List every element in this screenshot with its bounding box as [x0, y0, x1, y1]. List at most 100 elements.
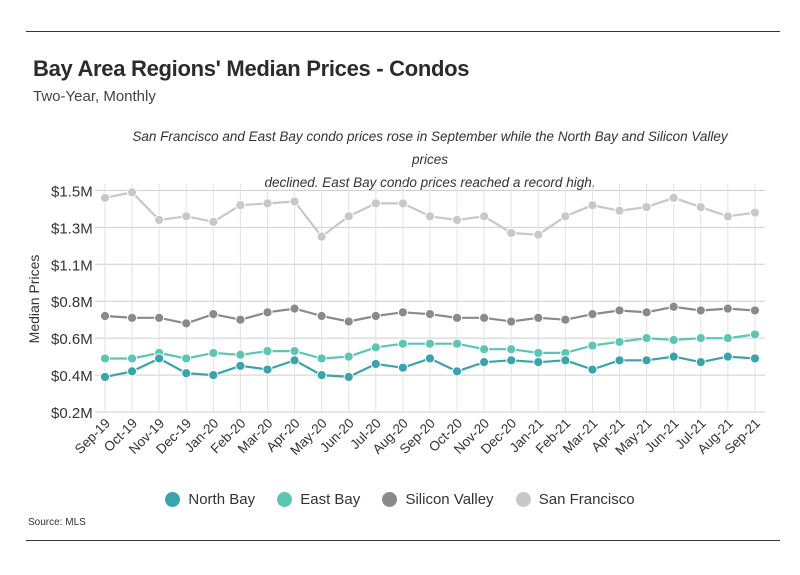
annotation-line: San Francisco and East Bay condo prices …	[132, 129, 728, 167]
data-point-north-bay	[154, 353, 165, 364]
data-point-east-bay	[668, 334, 679, 346]
data-point-east-bay	[235, 349, 246, 360]
data-point-silicon-valley	[343, 316, 354, 327]
legend-label: East Bay	[300, 491, 361, 508]
data-point-east-bay	[343, 351, 354, 362]
y-axis-label: Median Prices	[26, 255, 42, 344]
data-point-silicon-valley	[749, 305, 761, 316]
data-point-east-bay	[722, 333, 733, 344]
data-point-silicon-valley	[614, 305, 625, 316]
top-rule	[26, 31, 780, 32]
data-point-san-francisco	[506, 227, 517, 239]
y-tick-label: $1.3M	[51, 220, 93, 237]
data-point-silicon-valley	[316, 310, 327, 322]
data-point-east-bay	[451, 338, 463, 349]
data-point-san-francisco	[451, 214, 463, 226]
data-point-north-bay	[451, 366, 463, 377]
y-tick-label: $0.8M	[51, 294, 93, 311]
data-point-san-francisco	[289, 196, 300, 207]
data-point-east-bay	[641, 333, 652, 344]
data-point-silicon-valley	[424, 309, 436, 320]
data-point-east-bay	[208, 347, 219, 359]
data-point-silicon-valley	[208, 309, 219, 320]
data-point-silicon-valley	[587, 309, 598, 320]
chart-annotation: San Francisco and East Bay condo prices …	[130, 125, 730, 194]
data-point-silicon-valley	[262, 307, 273, 318]
data-point-east-bay	[397, 338, 408, 349]
legend-marker	[165, 492, 181, 507]
data-point-east-bay	[316, 353, 327, 364]
data-point-silicon-valley	[506, 316, 517, 327]
legend-item-silicon-valley: Silicon Valley	[382, 491, 494, 508]
data-point-silicon-valley	[668, 301, 679, 312]
y-axis-ticks: $0.2M $0.4M $0.6M $0.8M $1.1M $1.3M $1.5M	[51, 183, 93, 422]
data-point-north-bay	[181, 368, 192, 379]
data-point-san-francisco	[749, 207, 761, 218]
data-point-silicon-valley	[154, 312, 165, 323]
data-point-north-bay	[587, 364, 598, 375]
data-point-east-bay	[614, 336, 625, 347]
data-point-san-francisco	[397, 198, 408, 209]
y-tick-label: $0.6M	[51, 331, 93, 348]
data-point-east-bay	[506, 344, 517, 355]
data-point-san-francisco	[235, 200, 246, 211]
data-point-north-bay	[560, 355, 571, 366]
data-point-san-francisco	[641, 201, 652, 213]
legend-item-north-bay: North Bay	[165, 491, 255, 508]
data-point-san-francisco	[343, 211, 354, 222]
data-point-san-francisco	[208, 216, 219, 227]
data-point-north-bay	[641, 355, 652, 366]
data-point-north-bay	[749, 353, 761, 364]
data-point-silicon-valley	[533, 312, 544, 323]
data-point-east-bay	[749, 329, 761, 340]
bottom-rule	[26, 540, 780, 541]
data-point-north-bay	[614, 355, 625, 366]
legend-marker	[277, 492, 293, 507]
data-point-north-bay	[262, 364, 273, 375]
data-point-san-francisco	[560, 211, 571, 222]
source-note: Source: MLS	[28, 517, 86, 528]
y-tick-label: $0.4M	[51, 368, 93, 385]
data-point-san-francisco	[370, 198, 381, 209]
data-point-east-bay	[533, 347, 544, 359]
data-point-silicon-valley	[451, 312, 463, 323]
data-point-east-bay	[99, 353, 111, 364]
data-point-north-bay	[668, 351, 679, 362]
data-point-north-bay	[289, 355, 300, 366]
data-point-north-bay	[343, 371, 354, 383]
data-point-silicon-valley	[126, 312, 138, 323]
data-point-san-francisco	[126, 187, 138, 198]
data-point-east-bay	[479, 344, 490, 355]
series-group	[99, 187, 761, 383]
data-point-east-bay	[126, 353, 138, 364]
data-point-silicon-valley	[370, 310, 381, 322]
legend-item-san-francisco: San Francisco	[515, 491, 635, 508]
data-point-east-bay	[587, 340, 598, 351]
y-tick-label: $1.5M	[51, 183, 93, 200]
legend-item-east-bay: East Bay	[277, 491, 360, 508]
data-point-san-francisco	[479, 211, 490, 222]
data-point-north-bay	[208, 369, 219, 381]
legend-label: North Bay	[188, 491, 256, 508]
data-point-san-francisco	[424, 211, 436, 222]
legend-label: San Francisco	[538, 491, 635, 508]
data-point-north-bay	[695, 357, 706, 368]
data-point-silicon-valley	[99, 310, 111, 322]
data-point-north-bay	[479, 357, 490, 368]
data-point-san-francisco	[587, 200, 598, 211]
data-point-east-bay	[424, 338, 436, 349]
data-point-silicon-valley	[181, 318, 192, 329]
annotation-line: declined. East Bay condo prices reached …	[264, 175, 596, 190]
data-point-san-francisco	[154, 214, 165, 226]
data-point-silicon-valley	[235, 314, 246, 325]
data-point-north-bay	[397, 362, 408, 373]
data-point-san-francisco	[533, 229, 544, 240]
data-point-north-bay	[99, 371, 111, 383]
data-point-silicon-valley	[397, 307, 408, 318]
data-point-east-bay	[695, 333, 706, 344]
data-point-silicon-valley	[289, 303, 300, 314]
data-point-silicon-valley	[560, 314, 571, 325]
data-point-san-francisco	[316, 231, 327, 242]
y-tick-label: $0.2M	[51, 405, 93, 422]
